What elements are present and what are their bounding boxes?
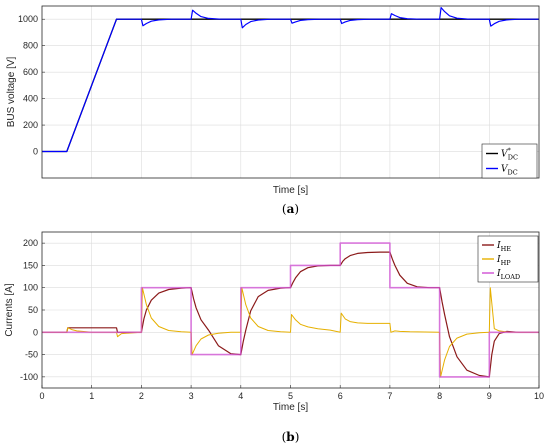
legend-sub: DC: [508, 154, 518, 162]
chart-b-series: [42, 242, 539, 378]
legend-sup: *: [508, 147, 512, 155]
b-x-tick-label: 7: [387, 391, 392, 401]
a-y-tick-label: 400: [23, 94, 38, 104]
b-x-tick-label: 1: [89, 391, 94, 401]
chart-b-y-ticks: -100 -50 0 50 100 150 200: [20, 238, 45, 382]
legend-main: V: [501, 150, 509, 160]
b-y-tick-label: 100: [23, 283, 38, 293]
b-x-tick-label: 4: [238, 391, 243, 401]
b-series-line-he: [42, 251, 539, 378]
b-y-tick-label: 150: [23, 260, 38, 270]
legend-main: I: [496, 269, 501, 279]
legend-main: I: [496, 241, 501, 251]
chart-b-x-axis-label: Time [s]: [273, 402, 308, 413]
b-x-tick-label: 3: [189, 391, 194, 401]
b-x-tick-label: 0: [39, 391, 44, 401]
legend-sub: DC: [508, 169, 518, 177]
b-x-tick-label: 10: [534, 391, 544, 401]
b-series-line-load: [42, 242, 539, 378]
a-y-tick-label: 0: [33, 147, 38, 157]
legend-main: V: [501, 165, 509, 175]
a-y-tick-label: 600: [23, 67, 38, 77]
b-x-tick-label: 9: [487, 391, 492, 401]
chart-a-frame: [41, 5, 540, 179]
b-y-tick-label: 200: [23, 238, 38, 248]
b-x-tick-label: 5: [288, 391, 293, 401]
b-y-tick-label: 0: [33, 327, 38, 337]
chart-b-frame: [41, 231, 540, 389]
chart-a-caption: (a): [282, 202, 299, 216]
b-y-tick-label: -50: [25, 350, 38, 360]
chart-a-caption-letter: a: [287, 202, 295, 216]
b-legend-label-hp: IHP: [496, 255, 511, 267]
a-y-tick-label: 1000: [18, 14, 38, 24]
b-legend-label-he: IHE: [496, 241, 511, 253]
legend-sub: HP: [501, 259, 512, 267]
chart-b: -100 -50 0 50 100 150 200 0 1 2 3 4 5 6 7 8 9 10 Current…: [4, 231, 544, 444]
legend-sub: HE: [501, 245, 512, 253]
a-legend-label-dc: V* DC: [501, 147, 518, 162]
b-x-tick-label: 6: [338, 391, 343, 401]
a-y-tick-label: 800: [23, 41, 38, 51]
a-legend-box: [481, 143, 538, 179]
b-x-tick-label: 8: [437, 391, 442, 401]
chart-a-series: [42, 6, 539, 153]
b-legend-label-load: ILOAD: [496, 269, 520, 281]
chart-b-x-ticks: 0 1 2 3 4 5 6 7 8 9 10: [39, 385, 544, 401]
b-y-tick-label: 50: [28, 305, 38, 315]
b-x-tick-label: 2: [139, 391, 144, 401]
chart-a: 0 200 400 600 800 1000 BUS voltage [V] Time […: [6, 5, 540, 216]
a-y-tick-label: 200: [23, 120, 38, 130]
legend-sub: LOAD: [501, 273, 521, 281]
chart-a-y-axis-label: BUS voltage [V]: [6, 56, 17, 127]
chart-b-y-axis-label: Currents [A]: [4, 283, 15, 337]
a-series-line-dc: [42, 6, 539, 153]
chart-a-x-axis-label: Time [s]: [273, 185, 308, 196]
b-y-tick-label: -100: [20, 372, 38, 382]
legend-main: I: [496, 255, 501, 265]
chart-b-caption: (b): [282, 430, 300, 444]
a-legend-label-dc: VDC: [501, 165, 518, 177]
chart-a-y-ticks: 0 200 400 600 800 1000: [18, 14, 45, 157]
chart-b-caption-letter: b: [286, 430, 294, 444]
